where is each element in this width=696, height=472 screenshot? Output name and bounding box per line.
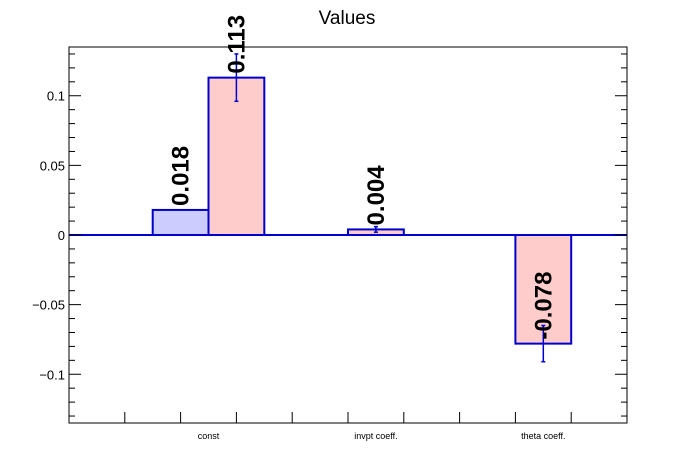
data-label: 0.004: [363, 165, 390, 226]
y-tick-label: 0.1: [47, 89, 65, 104]
bar-const-series-0: [151, 208, 210, 236]
x-tick-label: const: [198, 431, 220, 441]
y-tick-label: −0.1: [39, 367, 65, 382]
y-tick-label: 0: [58, 228, 65, 243]
data-label: 0.018: [168, 146, 195, 206]
y-tick-label: −0.05: [32, 298, 65, 313]
y-tick-label: 0.05: [40, 158, 65, 173]
bar-const-series-1: [207, 76, 266, 236]
x-tick-label: theta coeff.: [521, 431, 565, 441]
data-label: 0.113: [223, 15, 250, 74]
data-labels-layer: 0.018 0.113 0.004 -0.078: [168, 15, 558, 340]
data-label: -0.078: [530, 272, 557, 340]
x-tick-label: invpt coeff.: [354, 431, 397, 441]
axes-layer: −0.1 −0.05 0 0.05 0.1 const invpt coeff. theta …: [32, 46, 628, 441]
bars-layer: [151, 53, 573, 363]
chart-title: Values: [319, 8, 376, 29]
